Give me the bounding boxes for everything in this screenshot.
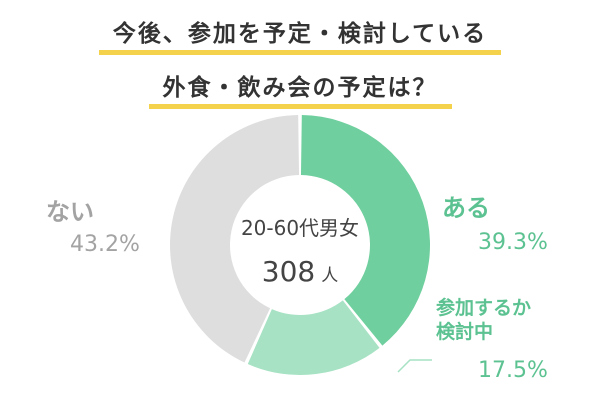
segment-percent-unit: % [526, 358, 548, 383]
segment-name-line-1: 参加するか [436, 297, 532, 319]
center-sample-count: 308 人 [180, 255, 420, 288]
segment-label-kentouchu: 参加するか 検討中 [436, 296, 531, 344]
segment-percent-unit: % [118, 232, 140, 257]
segment-percent-kentouchu: 17.5% [478, 358, 548, 383]
segment-label-nai: ない [46, 192, 94, 227]
segment-percent-value: 17.5 [478, 358, 527, 383]
segment-name: ある [442, 194, 490, 222]
slice-aru [300, 115, 430, 346]
segment-percent-value: 39.3 [478, 230, 527, 255]
sample-count-value: 308 [261, 255, 316, 288]
segment-name: ない [46, 198, 94, 226]
segment-name-line-2: 検討中 [436, 321, 494, 343]
sample-count-unit: 人 [321, 266, 339, 286]
segment-percent-nai: 43.2% [70, 232, 140, 257]
slice-kentouchu [247, 300, 380, 375]
segment-percent-unit: % [526, 230, 548, 255]
chart-title-text-1: 今後、参加を予定・検討している [98, 14, 502, 55]
segment-percent-value: 43.2 [70, 232, 119, 257]
segment-percent-aru: 39.3% [478, 230, 548, 255]
chart-title-text-2: 外食・飲み会の予定は？ [148, 68, 452, 109]
chart-title-line-2: 外食・飲み会の予定は？ [0, 68, 600, 109]
leader-line-kentouchu [397, 359, 432, 373]
segment-label-aru: ある [442, 188, 490, 223]
slice-nai [170, 115, 300, 363]
center-sample-label: 20-60代男女 [240, 216, 360, 240]
chart-title-line-1: 今後、参加を予定・検討している [0, 14, 600, 55]
